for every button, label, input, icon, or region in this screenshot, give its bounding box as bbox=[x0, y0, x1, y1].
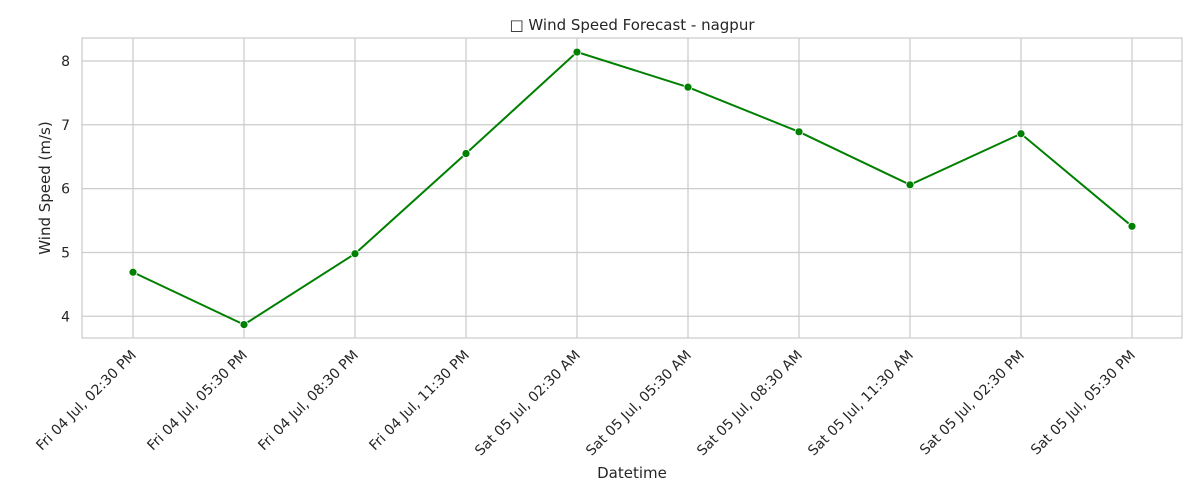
x-tick-label: Sat 05 Jul, 08:30 AM bbox=[694, 348, 806, 460]
x-tick-label: Fri 04 Jul, 08:30 PM bbox=[255, 348, 361, 454]
data-point bbox=[239, 320, 249, 329]
x-tick-label: Sat 05 Jul, 05:30 AM bbox=[583, 348, 695, 460]
chart-title: □ Wind Speed Forecast - nagpur bbox=[509, 16, 755, 34]
x-tick-label: Sat 05 Jul, 11:30 AM bbox=[805, 348, 917, 460]
data-point bbox=[683, 82, 693, 92]
x-tick-label: Sat 05 Jul, 02:30 PM bbox=[917, 348, 1028, 459]
data-point bbox=[128, 267, 138, 277]
x-tick-label: Fri 04 Jul, 11:30 PM bbox=[366, 348, 472, 454]
plot-frame bbox=[81, 37, 1183, 339]
data-point bbox=[794, 127, 804, 137]
x-tick-label: Sat 05 Jul, 05:30 PM bbox=[1028, 348, 1139, 459]
x-tick-label: Fri 04 Jul, 05:30 PM bbox=[144, 348, 250, 454]
y-axis-ticks: 4 5 6 7 8 bbox=[61, 54, 70, 325]
x-tick-label: Sat 05 Jul, 02:30 AM bbox=[472, 348, 584, 460]
x-tick-label: Fri 04 Jul, 02:30 PM bbox=[33, 348, 139, 454]
series-layer bbox=[128, 47, 1137, 329]
y-tick-label: 6 bbox=[61, 182, 70, 198]
data-point bbox=[461, 149, 471, 158]
y-axis-title: Wind Speed (m/s) bbox=[36, 121, 54, 254]
data-point bbox=[905, 180, 915, 190]
grid-lines bbox=[82, 38, 1182, 338]
y-tick-label: 4 bbox=[61, 309, 70, 325]
y-tick-label: 5 bbox=[61, 245, 70, 261]
y-tick-label: 8 bbox=[61, 54, 70, 70]
series-line bbox=[132, 50, 1133, 326]
data-point bbox=[1127, 221, 1137, 231]
data-point bbox=[350, 249, 360, 259]
y-tick-label: 7 bbox=[61, 118, 70, 134]
x-axis-ticks: Fri 04 Jul, 02:30 PM Fri 04 Jul, 05:30 PM… bbox=[33, 348, 1138, 460]
data-point bbox=[1016, 129, 1026, 139]
x-axis-title: Datetime bbox=[597, 464, 667, 482]
data-point bbox=[572, 47, 582, 57]
